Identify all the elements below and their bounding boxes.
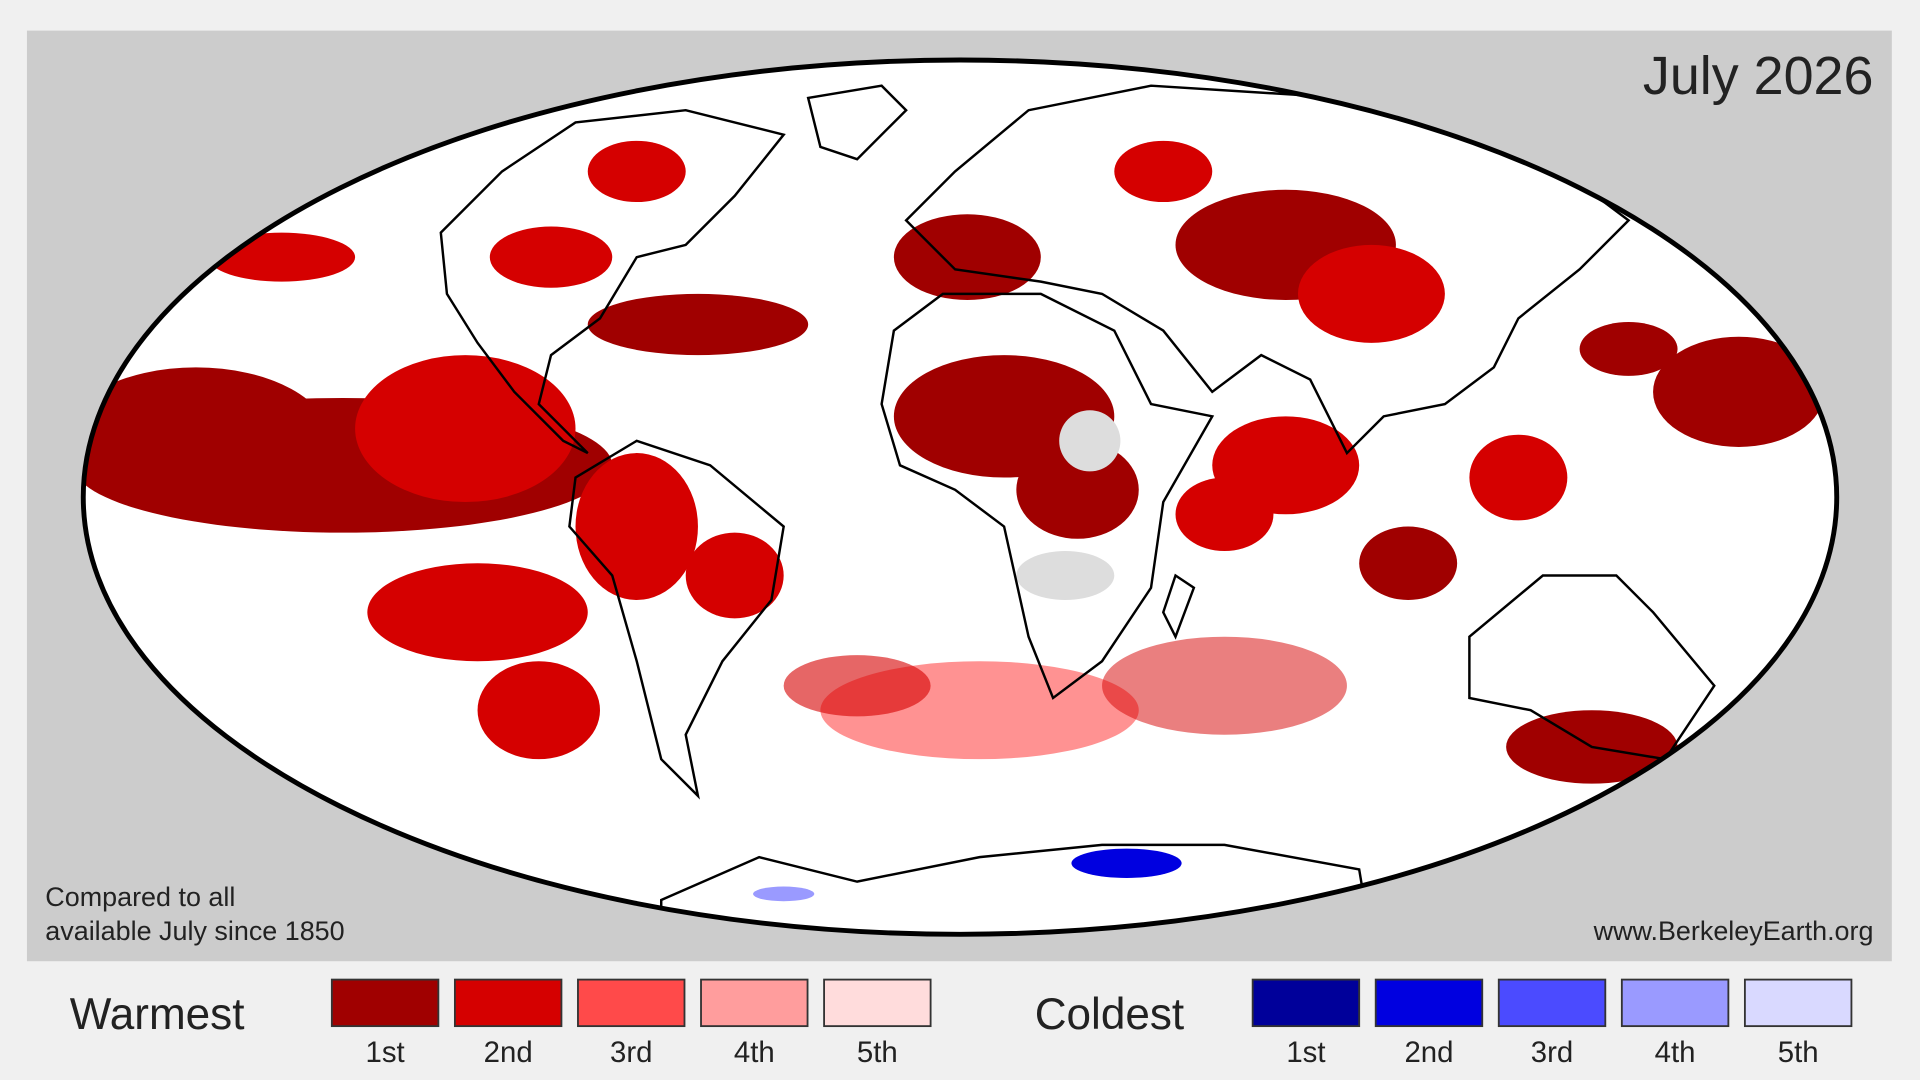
- coastlines: [439, 84, 1716, 935]
- legend-swatch: [453, 978, 563, 1028]
- note-line: Compared to all: [45, 882, 235, 912]
- legend-rank-label: 2nd: [484, 1036, 533, 1069]
- note-line: available July since 1850: [45, 916, 344, 946]
- legend-rank-label: 1st: [1286, 1036, 1325, 1069]
- legend-rank-label: 3rd: [1531, 1036, 1573, 1069]
- legend-heading: Warmest: [70, 990, 245, 1039]
- legend-swatch: [1743, 978, 1853, 1028]
- legend-swatch: [1374, 978, 1484, 1028]
- legend-swatch: [823, 978, 932, 1028]
- legend-swatch: [577, 978, 686, 1028]
- legend-rank-label: 5th: [1778, 1036, 1819, 1069]
- legend-rank-label: 4th: [1655, 1036, 1696, 1069]
- source-url: www.BerkeleyEarth.org: [1593, 916, 1874, 946]
- legend-swatch: [1497, 978, 1607, 1028]
- legend-rank-label: 5th: [857, 1036, 898, 1069]
- anomaly-areas: [83, 140, 1825, 902]
- legend-rank-label: 3rd: [610, 1036, 652, 1069]
- legend-swatch: [700, 978, 809, 1028]
- globe-outline: [80, 57, 1840, 937]
- legend-heading: Coldest: [1035, 990, 1184, 1039]
- legend-rank-label: 4th: [734, 1036, 775, 1069]
- legend-rank-label: 2nd: [1404, 1036, 1453, 1069]
- map-body: [83, 60, 1837, 935]
- legend-swatch: [1251, 978, 1361, 1028]
- legend: Warmest 1st 2nd 3rd 4th 5th Coldest 1st 2nd 3rd 4t…: [70, 978, 1853, 1069]
- legend-swatch: [1620, 978, 1730, 1028]
- legend-rank-label: 1st: [366, 1036, 405, 1069]
- map-title: July 2026: [1643, 46, 1874, 106]
- legend-swatch: [330, 978, 440, 1028]
